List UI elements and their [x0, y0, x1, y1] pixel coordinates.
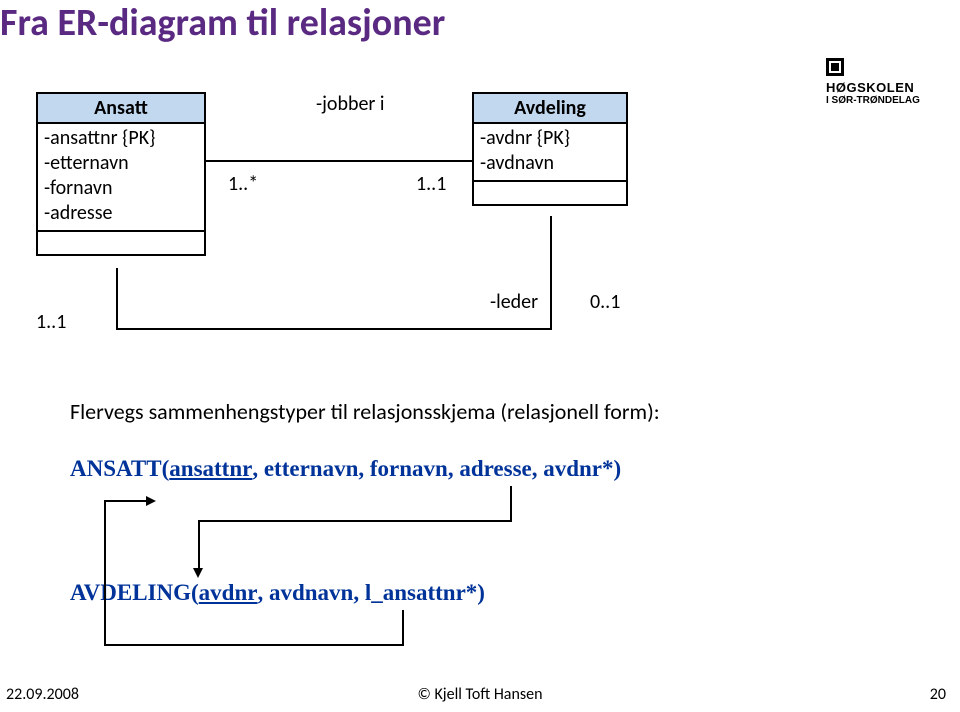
relation-ansatt: ANSATT ( ansattnr , etternavn, fornavn, … — [70, 456, 621, 482]
rel-leder-seg1 — [550, 216, 552, 328]
entity-ansatt: Ansatt -ansattnr {PK} -etternavn -fornav… — [36, 92, 206, 256]
rel-name: AVDELING — [70, 580, 191, 606]
rel-open: ( — [191, 580, 199, 606]
page-title: Fra ER-diagram til relasjoner — [0, 4, 445, 44]
rel-jobberi-right-card: 1..1 — [416, 172, 446, 196]
fk2-seg1 — [402, 610, 404, 644]
rel-name: ANSATT — [70, 456, 162, 482]
entity-avdeling-title: Avdeling — [474, 94, 626, 124]
attr: -etternavn — [44, 151, 198, 176]
rel-leder-card-right: 0..1 — [590, 290, 620, 314]
footer-page: 20 — [930, 685, 946, 704]
fk1-seg1 — [510, 486, 512, 520]
attr: -adresse — [44, 201, 198, 226]
rel-rest: , etternavn, fornavn, adresse, avdnr*) — [252, 456, 621, 482]
entity-avdeling-attrs: -avdnr {PK} -avdnavn — [474, 124, 626, 182]
rel-open: ( — [162, 456, 170, 482]
logo-line1: HØGSKOLEN — [826, 80, 946, 95]
rel-jobberi-left-card: 1..* — [228, 172, 258, 196]
fk2-seg2 — [104, 644, 404, 646]
attr: -avdnavn — [480, 151, 620, 176]
fk1-seg3 — [198, 520, 200, 572]
rel-rest: , avdnavn, l_ansattnr*) — [257, 580, 484, 606]
relation-avdeling: AVDELING ( avdnr , avdnavn, l_ansattnr*) — [70, 580, 485, 606]
rel-leder-card-left: 1..1 — [36, 310, 66, 334]
footer-date: 22.09.2008 — [6, 685, 79, 704]
attr: -avdnr {PK} — [480, 126, 620, 151]
body-paragraph: Flervegs sammenhengstyper til relasjonss… — [70, 398, 660, 425]
fk2-seg3 — [104, 500, 106, 646]
rel-jobberi-line — [206, 160, 472, 162]
fk1-seg2 — [198, 520, 512, 522]
entity-avdeling: Avdeling -avdnr {PK} -avdnavn — [472, 92, 628, 206]
attr: -ansattnr {PK} — [44, 126, 198, 151]
rel-leder-seg3 — [116, 268, 118, 330]
entity-avdeling-ops — [474, 182, 626, 204]
rel-pk: avdnr — [199, 580, 258, 606]
attr: -fornavn — [44, 176, 198, 201]
entity-ansatt-title: Ansatt — [38, 94, 204, 124]
rel-leder-seg2 — [116, 328, 552, 330]
entity-ansatt-attrs: -ansattnr {PK} -etternavn -fornavn -adre… — [38, 124, 204, 232]
hist-logo: HØGSKOLEN I SØR-TRØNDELAG — [826, 54, 946, 106]
logo-line2: I SØR-TRØNDELAG — [826, 95, 946, 106]
fk2-arrowhead — [146, 496, 156, 506]
fk1-arrowhead — [193, 568, 203, 578]
rel-leder-label: -leder — [490, 290, 538, 314]
fk2-seg4 — [104, 500, 148, 502]
footer-author: © Kjell Toft Hansen — [0, 685, 960, 704]
rel-pk: ansattnr — [169, 456, 252, 482]
rel-jobberi-label: -jobber i — [316, 92, 385, 116]
entity-ansatt-ops — [38, 232, 204, 254]
